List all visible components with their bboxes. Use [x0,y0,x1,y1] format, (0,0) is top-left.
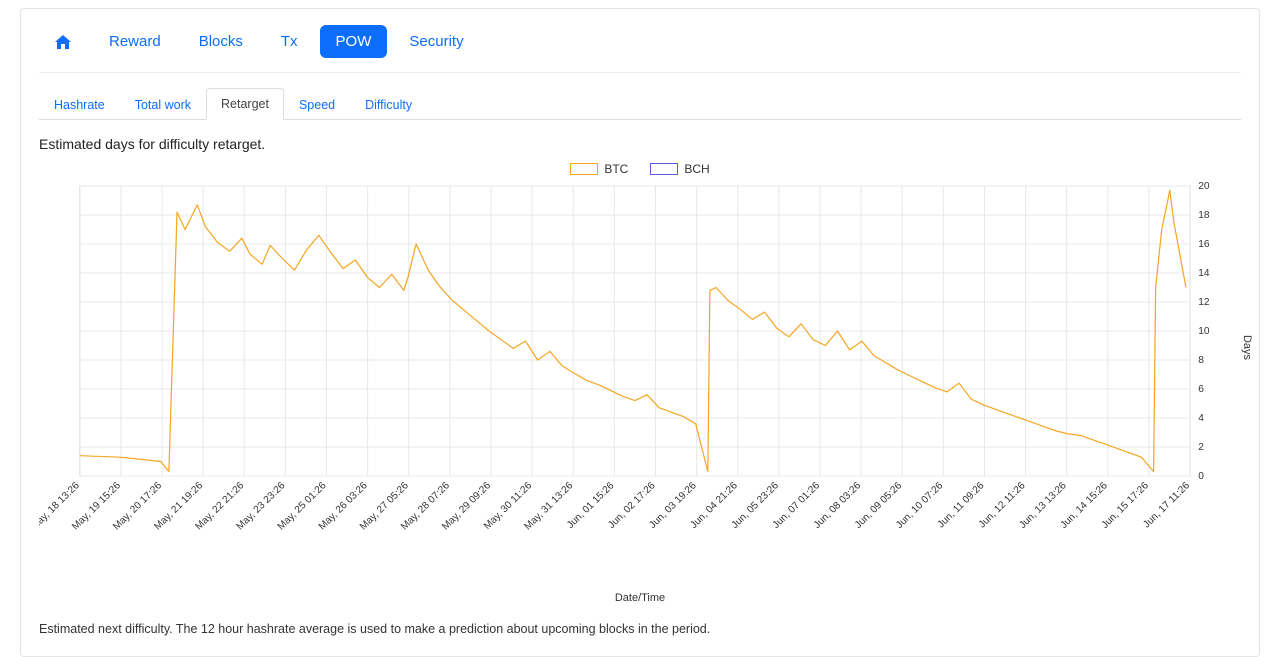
svg-text:10: 10 [1198,326,1210,337]
svg-text:18: 18 [1198,210,1210,221]
sub-nav: Hashrate Total work Retarget Speed Diffi… [39,87,1241,120]
chart-svg: 02468101214161820May, 18 13:26May, 19 15… [39,180,1241,540]
y-axis-label: Days [1241,335,1253,360]
svg-text:12: 12 [1198,297,1210,308]
legend-label-bch: BCH [684,162,709,176]
main-nav: Reward Blocks Tx POW Security [39,25,1241,73]
nav-blocks[interactable]: Blocks [183,25,259,58]
legend-swatch-bch [650,163,678,175]
svg-text:8: 8 [1198,355,1204,366]
tab-hashrate[interactable]: Hashrate [39,89,120,120]
chart-legend: BTC BCH [39,162,1241,176]
tab-speed[interactable]: Speed [284,89,350,120]
svg-text:6: 6 [1198,384,1204,395]
footer-note: Estimated next difficulty. The 12 hour h… [39,622,1241,636]
svg-text:20: 20 [1198,181,1210,192]
tab-total-work[interactable]: Total work [120,89,206,120]
x-axis-label: Date/Time [39,592,1241,604]
nav-pow[interactable]: POW [320,25,388,58]
svg-text:2: 2 [1198,442,1204,453]
tab-retarget[interactable]: Retarget [206,88,284,120]
nav-security[interactable]: Security [393,25,479,58]
legend-item-bch[interactable]: BCH [650,162,709,176]
svg-text:0: 0 [1198,471,1204,482]
legend-item-btc[interactable]: BTC [570,162,628,176]
svg-text:14: 14 [1198,268,1210,279]
chart-subtitle: Estimated days for difficulty retarget. [39,136,1241,152]
nav-reward[interactable]: Reward [93,25,177,58]
retarget-chart: 02468101214161820May, 18 13:26May, 19 15… [39,180,1241,540]
tab-difficulty[interactable]: Difficulty [350,89,427,120]
legend-label-btc: BTC [604,162,628,176]
legend-swatch-btc [570,163,598,175]
home-icon [55,35,71,49]
content-card: Reward Blocks Tx POW Security Hashrate T… [20,8,1260,657]
nav-home[interactable] [39,27,87,57]
svg-text:16: 16 [1198,239,1210,250]
nav-tx[interactable]: Tx [265,25,314,58]
svg-text:4: 4 [1198,413,1204,424]
